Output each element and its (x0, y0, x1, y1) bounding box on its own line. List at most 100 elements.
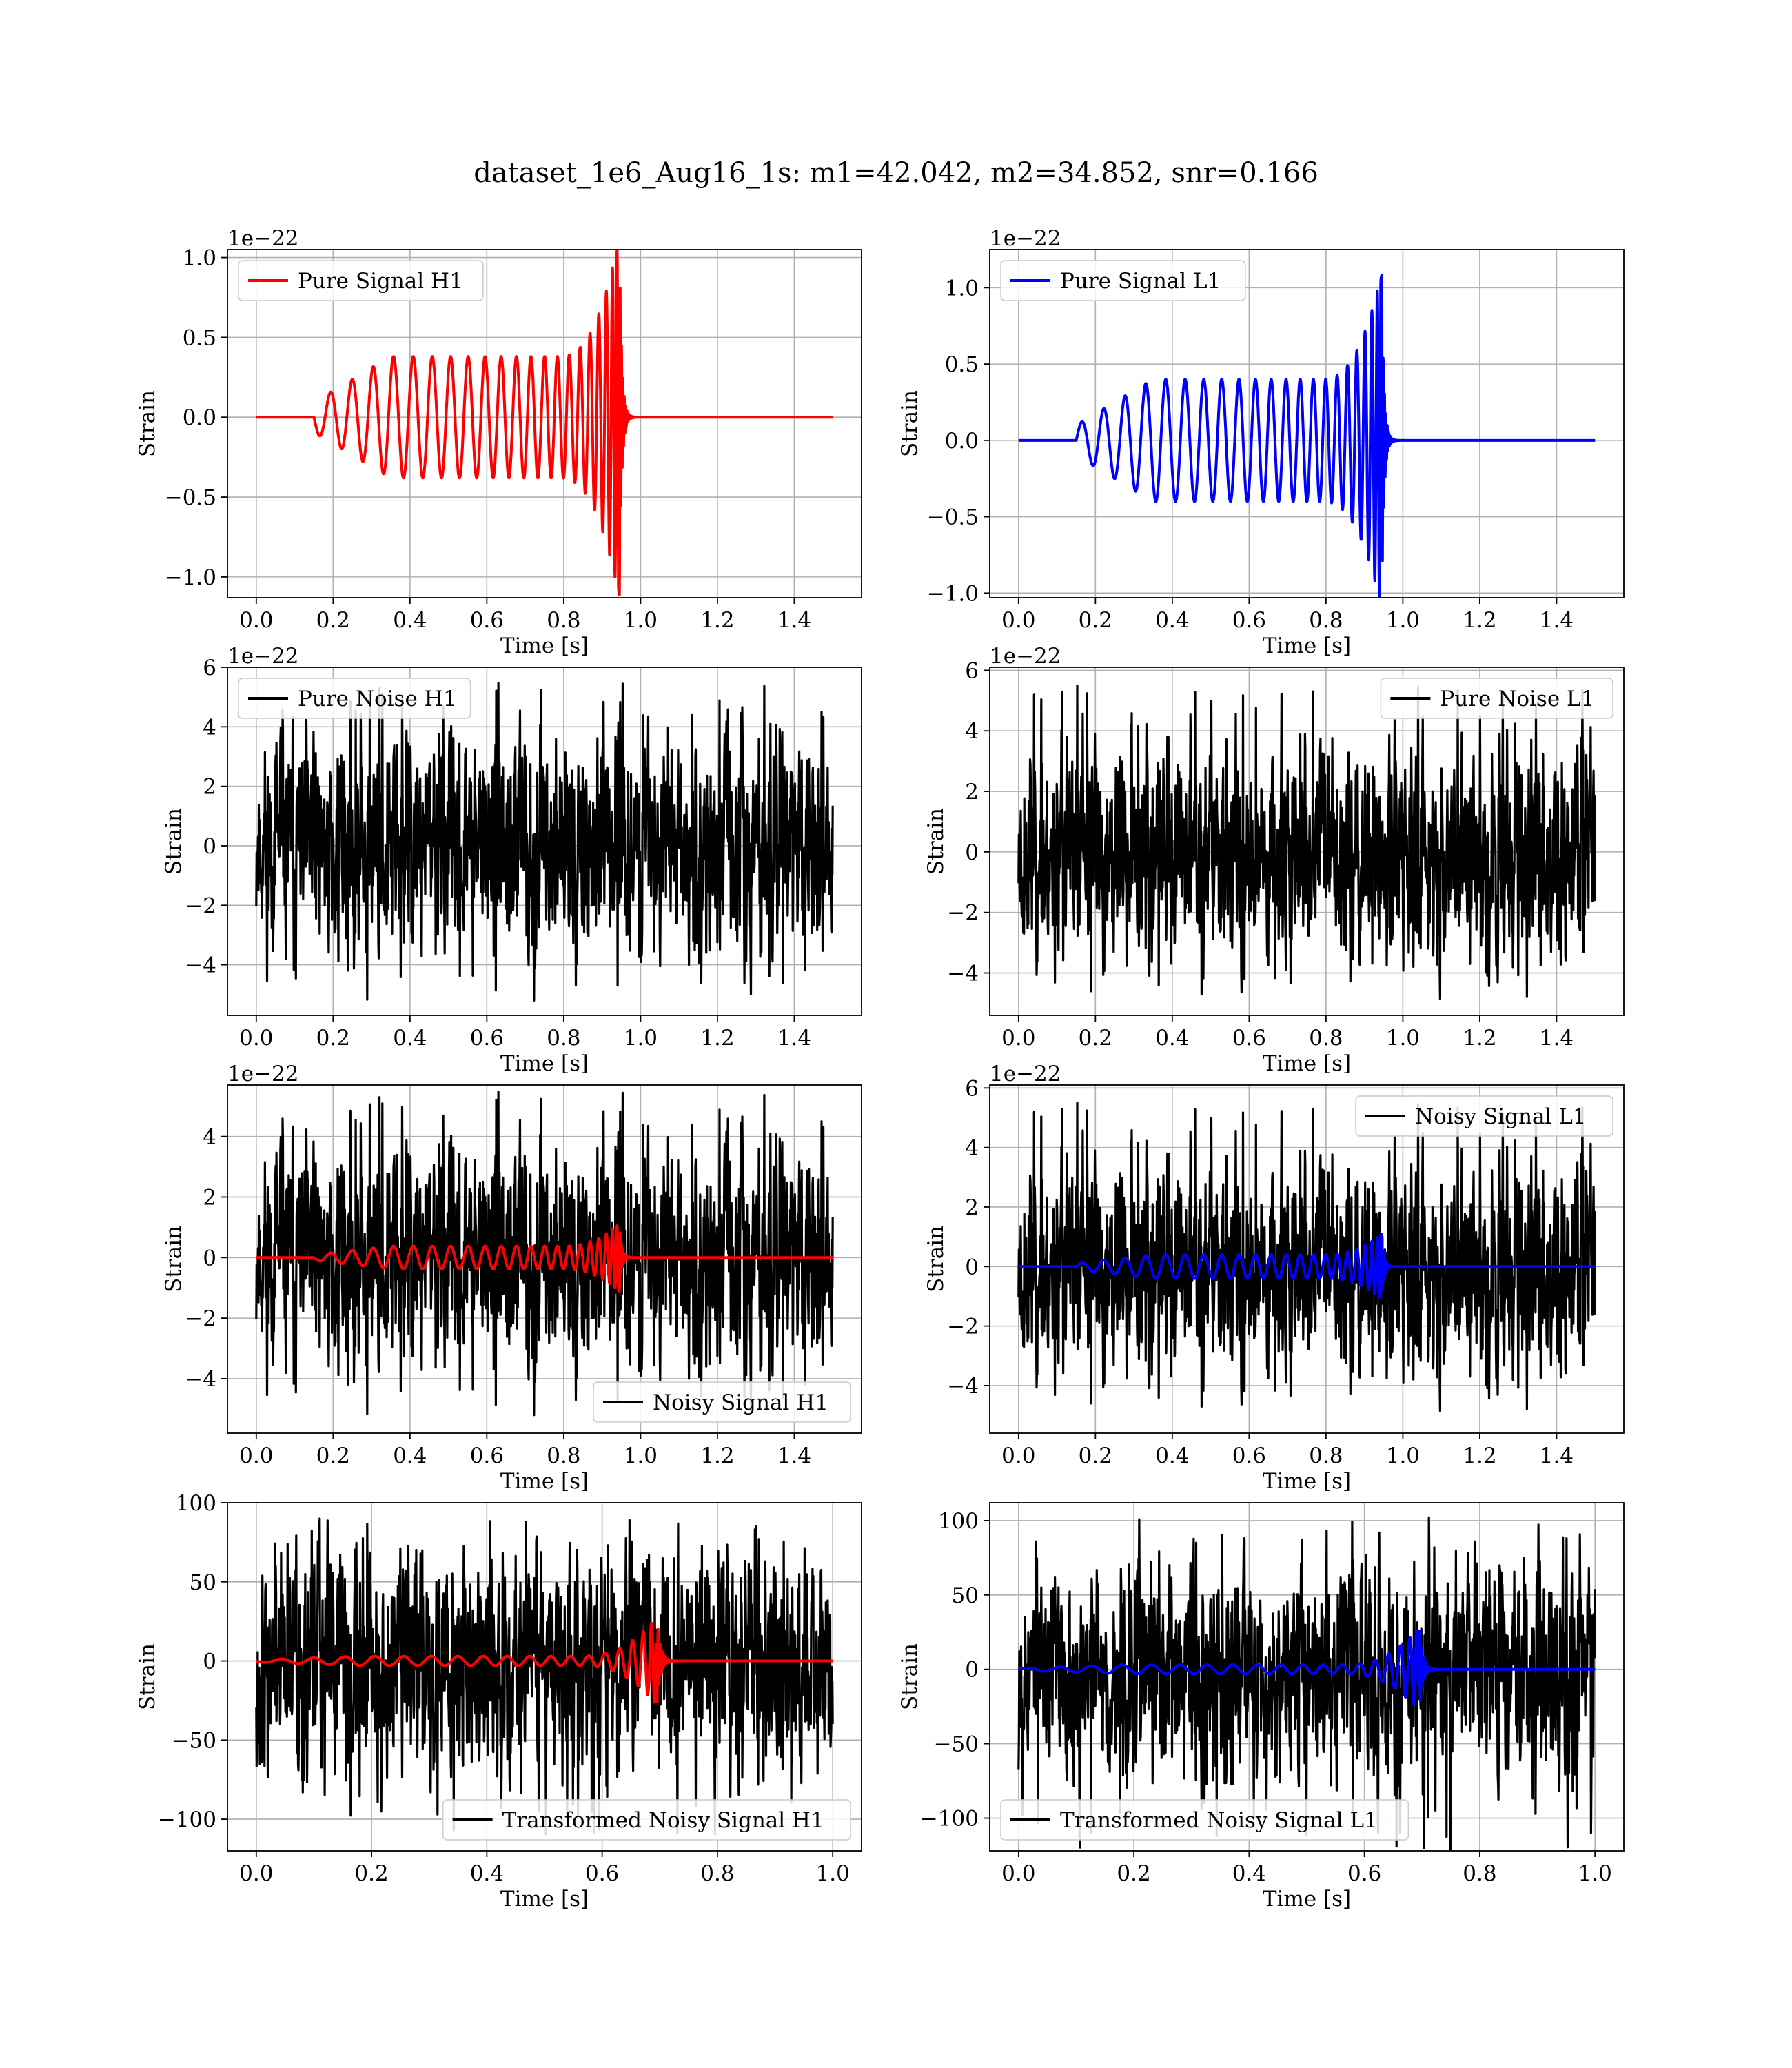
y-tick-label: −1.0 (927, 581, 979, 606)
y-tick-label: −4 (185, 1367, 216, 1392)
x-tick-label: 0.6 (1232, 1443, 1266, 1468)
x-tick-label: 1.2 (700, 1026, 734, 1051)
x-tick-label: 1.4 (1540, 608, 1574, 633)
y-tick-label: 100 (176, 1491, 216, 1516)
legend-label: Noisy Signal L1 (1415, 1104, 1587, 1129)
x-axis-label: Time [s] (1263, 1051, 1351, 1076)
x-axis-label: Time [s] (500, 633, 589, 658)
x-axis-label: Time [s] (500, 1469, 589, 1494)
legend: Transformed Noisy Signal L1 (1000, 1799, 1409, 1841)
x-tick-label: 0.4 (1155, 608, 1189, 633)
x-tick-label: 0.4 (1155, 1443, 1189, 1468)
y-axis-label: Strain (135, 1643, 160, 1710)
offset-text: 1e−22 (227, 226, 299, 251)
x-tick-label: 1.2 (1463, 608, 1496, 633)
legend: Noisy Signal L1 (1355, 1095, 1613, 1137)
x-axis-label: Time [s] (500, 1051, 589, 1076)
x-tick-label: 0.8 (700, 1861, 734, 1886)
series-line-1 (1017, 1516, 1596, 1851)
x-tick-label: 0.2 (316, 608, 350, 633)
axes-frame (227, 1502, 862, 1852)
x-tick-label: 0.0 (1001, 608, 1035, 633)
y-tick-label: −2 (185, 1306, 216, 1331)
legend-label: Pure Noise H1 (298, 687, 456, 711)
offset-text: 1e−22 (990, 644, 1061, 669)
x-tick-label: 1.2 (700, 1443, 734, 1468)
axes-frame (227, 1084, 862, 1434)
x-tick-label: 1.4 (1540, 1026, 1574, 1051)
legend-label: Noisy Signal H1 (653, 1390, 828, 1415)
y-tick-label: 6 (203, 656, 216, 680)
series-line-2 (255, 1621, 834, 1704)
series-line-1 (1017, 684, 1596, 1000)
legend-label: Pure Noise L1 (1440, 687, 1594, 711)
x-tick-label: 0.2 (1079, 1443, 1112, 1468)
offset-text: 1e−22 (990, 1062, 1061, 1086)
legend: Pure Signal H1 (238, 260, 484, 301)
subplot-2: 0.0 0.2 0.4 0.6 0.8 1.0 1.2 1.4 −1.0 −0.5 0.0 0.5 1.… (897, 226, 1625, 658)
x-tick-label: 0.6 (1232, 608, 1266, 633)
y-tick-label: 2 (965, 780, 979, 804)
axes-frame (989, 1502, 1625, 1852)
x-tick-label: 1.0 (1386, 1026, 1420, 1051)
x-tick-label: 0.4 (1155, 1026, 1189, 1051)
y-tick-label: 0.0 (183, 405, 216, 430)
y-tick-label: 0 (203, 834, 216, 859)
series-line-1 (255, 1091, 834, 1417)
x-tick-label: 1.2 (1463, 1026, 1496, 1051)
y-tick-label: 4 (965, 1136, 979, 1161)
x-tick-label: 0.8 (1463, 1861, 1496, 1886)
y-tick-label: 0.5 (183, 325, 216, 350)
y-tick-label: 0 (965, 1658, 979, 1683)
x-tick-label: 0.4 (393, 1443, 427, 1468)
x-tick-label: 1.0 (816, 1861, 850, 1886)
x-tick-label: 0.8 (1309, 1443, 1343, 1468)
legend: Transformed Noisy Signal H1 (442, 1799, 851, 1841)
x-tick-label: 1.0 (624, 608, 658, 633)
y-tick-label: −0.5 (927, 505, 979, 530)
y-tick-label: −4 (947, 962, 979, 986)
y-axis-label: Strain (161, 1226, 186, 1292)
x-tick-label: 1.2 (1463, 1443, 1496, 1468)
y-tick-label: −50 (172, 1728, 216, 1753)
y-tick-label: −50 (934, 1732, 979, 1757)
legend: Pure Noise H1 (238, 678, 471, 719)
y-tick-label: 4 (203, 1125, 216, 1150)
x-tick-label: 0.6 (470, 1443, 504, 1468)
y-tick-label: 100 (938, 1509, 979, 1534)
x-tick-label: 0.6 (1232, 1026, 1266, 1051)
x-tick-label: 0.0 (239, 1026, 273, 1051)
x-tick-label: 0.0 (1001, 1443, 1035, 1468)
axes-frame (989, 667, 1625, 1016)
x-tick-label: 0.8 (1309, 608, 1343, 633)
y-tick-label: 50 (952, 1583, 979, 1608)
y-tick-label: −1.0 (165, 565, 216, 590)
x-tick-label: 0.6 (470, 608, 504, 633)
y-tick-label: 1.0 (183, 246, 216, 271)
x-axis-label: Time [s] (1263, 633, 1351, 658)
series-line-1 (255, 682, 834, 1002)
series-line-2 (1017, 1629, 1596, 1707)
series-line-1 (255, 250, 834, 596)
legend: Pure Noise L1 (1380, 678, 1613, 719)
subplot-5: 0.0 0.2 0.4 0.6 0.8 1.0 1.2 1.4 −4 −2 0 2 4 Time [s] S… (161, 1062, 862, 1494)
x-tick-label: 0.0 (1001, 1861, 1035, 1886)
x-tick-label: 1.0 (1386, 608, 1420, 633)
y-tick-label: 4 (203, 715, 216, 740)
series-line-1 (1017, 274, 1596, 598)
x-tick-label: 0.0 (239, 608, 273, 633)
y-axis-label: Strain (161, 808, 186, 875)
axes-frame (989, 1084, 1625, 1434)
axes-frame (989, 249, 1625, 598)
x-tick-label: 1.4 (777, 1443, 811, 1468)
y-tick-label: −0.5 (165, 485, 216, 510)
legend-box (238, 260, 484, 301)
y-tick-label: −4 (185, 953, 216, 978)
y-tick-label: −4 (947, 1374, 979, 1399)
y-tick-label: 6 (965, 658, 979, 683)
y-axis-label: Strain (924, 1226, 948, 1292)
legend-label: Pure Signal H1 (298, 269, 463, 294)
subplot-8: 0.0 0.2 0.4 0.6 0.8 1.0 −100 −50 0 50 100 Time [s] S… (897, 1502, 1625, 1912)
x-tick-label: 0.6 (1347, 1861, 1381, 1886)
series-line-2 (255, 1224, 834, 1293)
